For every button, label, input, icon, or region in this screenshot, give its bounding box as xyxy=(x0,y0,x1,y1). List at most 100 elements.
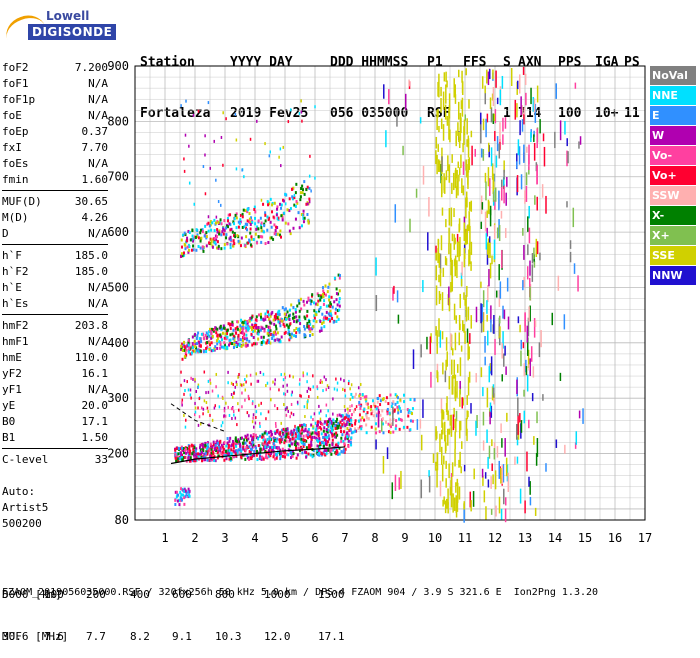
interference-mark xyxy=(526,337,529,356)
echo-point xyxy=(316,449,319,453)
echo-point xyxy=(183,392,185,396)
echo-point xyxy=(258,313,261,317)
interference-mark xyxy=(470,500,472,512)
echo-point xyxy=(305,202,308,206)
echo-point xyxy=(185,348,188,352)
interference-mark xyxy=(506,277,509,292)
echo-point xyxy=(359,397,362,401)
interference-mark xyxy=(454,237,456,245)
x-tick-label: 4 xyxy=(251,531,258,545)
param-value: 0.37 xyxy=(81,125,109,138)
interference-mark xyxy=(474,148,476,157)
echo-point xyxy=(341,423,344,427)
header-value: 2019 Fev25 xyxy=(230,106,309,121)
echo-point xyxy=(367,417,370,421)
interference-mark xyxy=(536,241,539,255)
interference-mark xyxy=(457,101,460,120)
param-row: MUF(D) 30.65 xyxy=(2,194,108,210)
echo-point xyxy=(181,245,184,249)
interference-mark xyxy=(564,120,566,135)
echo-point xyxy=(306,314,309,318)
interference-mark xyxy=(458,223,460,233)
echo-point xyxy=(329,301,332,305)
param-row: h`F 185.0 xyxy=(2,248,108,264)
echo-point xyxy=(284,313,287,317)
echo-point xyxy=(244,209,247,213)
echo-point xyxy=(340,414,343,418)
echo-point xyxy=(202,164,205,168)
y-tick-label: 300 xyxy=(107,391,129,405)
echo-point xyxy=(205,450,208,454)
echo-point xyxy=(316,444,319,448)
echo-point xyxy=(272,380,274,384)
echo-point xyxy=(294,334,297,338)
interference-mark xyxy=(504,497,507,506)
interference-mark xyxy=(394,204,397,223)
echo-point xyxy=(350,431,353,435)
echo-point xyxy=(248,238,251,242)
echo-point xyxy=(306,406,308,410)
interference-mark xyxy=(470,315,473,329)
y-tick-label: 80 xyxy=(115,513,129,527)
interference-mark xyxy=(482,411,485,426)
echo-point xyxy=(289,437,292,441)
echo-point xyxy=(317,432,320,436)
echo-point xyxy=(294,433,297,437)
echo-point xyxy=(283,450,286,454)
interference-mark xyxy=(451,259,453,275)
echo-point xyxy=(241,441,244,445)
param-name: fxI xyxy=(2,141,22,154)
legend-noval: NoVal xyxy=(650,66,696,85)
interference-mark xyxy=(484,92,487,105)
echo-point xyxy=(295,427,298,431)
echo-point xyxy=(235,167,238,171)
echo-point xyxy=(257,235,260,239)
interference-mark xyxy=(461,261,463,276)
echo-point xyxy=(190,351,193,355)
echo-point xyxy=(265,446,268,450)
interference-mark xyxy=(486,227,488,237)
interference-mark xyxy=(450,257,452,276)
legend-sse: SSE xyxy=(650,246,696,265)
echo-point xyxy=(267,328,270,332)
echo-point xyxy=(183,451,186,455)
interference-mark xyxy=(487,330,489,346)
echo-point xyxy=(298,226,301,230)
echo-point xyxy=(212,458,215,462)
echo-point xyxy=(332,448,335,452)
echo-point xyxy=(291,437,294,441)
echo-point xyxy=(214,444,217,448)
interference-mark xyxy=(451,154,453,163)
interference-mark xyxy=(391,482,394,500)
table-cell: 400 xyxy=(130,588,150,601)
interference-mark xyxy=(494,470,497,490)
echo-point xyxy=(227,443,230,447)
interference-mark xyxy=(579,136,582,145)
echo-point xyxy=(294,308,297,312)
echo-point xyxy=(272,318,275,322)
interference-mark xyxy=(488,69,491,80)
echo-point xyxy=(348,405,351,409)
table-cell: 800 xyxy=(215,588,235,601)
echo-point xyxy=(266,432,269,436)
echo-point xyxy=(280,206,283,210)
echo-point xyxy=(283,308,286,312)
echo-point xyxy=(316,385,318,389)
echo-point xyxy=(306,436,309,440)
echo-point xyxy=(291,433,294,437)
interference-mark xyxy=(404,93,407,111)
echo-point xyxy=(267,333,270,337)
echo-point xyxy=(267,310,270,314)
echo-point xyxy=(205,401,208,405)
interference-mark xyxy=(435,461,437,471)
interference-mark xyxy=(445,219,447,228)
echo-point xyxy=(251,220,254,224)
param-name: hmE xyxy=(2,351,22,364)
interference-mark xyxy=(489,97,492,110)
echo-point xyxy=(324,316,327,320)
interference-mark xyxy=(485,181,487,201)
echo-point xyxy=(397,408,400,412)
echo-point xyxy=(365,414,368,418)
echo-point xyxy=(302,220,305,224)
echo-point xyxy=(282,199,285,203)
